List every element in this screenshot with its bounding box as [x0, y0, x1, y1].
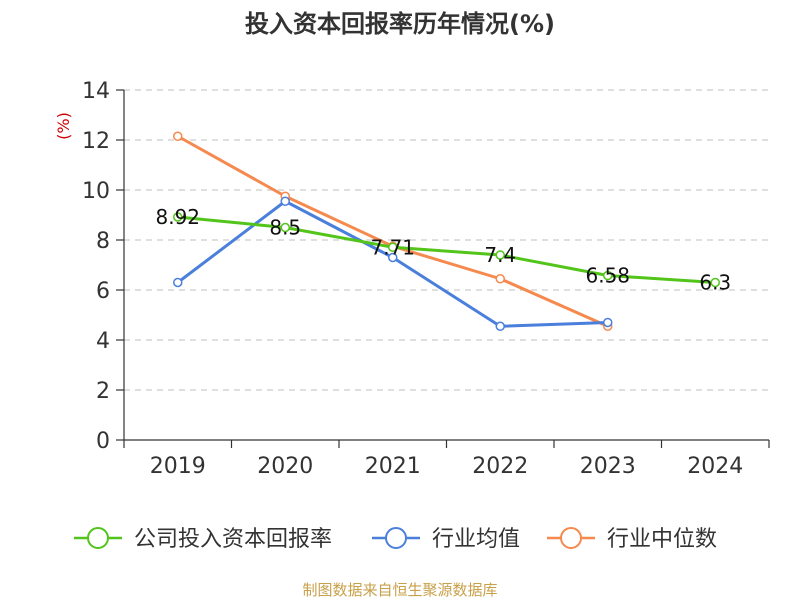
data-point — [495, 321, 505, 331]
legend-marker — [560, 527, 582, 549]
data-point — [173, 277, 183, 288]
y-tick-label: 10 — [82, 179, 110, 204]
y-tick-label: 14 — [82, 79, 110, 104]
data-point — [495, 250, 505, 260]
data-label: 6.58 — [585, 264, 630, 288]
data-point — [173, 131, 183, 141]
x-tick-label: 2023 — [580, 454, 636, 479]
x-tick-label: 2022 — [472, 454, 528, 479]
data-point — [388, 242, 398, 252]
legend-marker — [385, 527, 407, 549]
data-point — [710, 277, 720, 288]
data-point — [603, 270, 613, 281]
axes: 0 2 4 6 8 10 12 14 2019 2020 2021 2022 2023 2024 (%) — [54, 79, 770, 479]
y-tick-label: 0 — [96, 429, 110, 454]
y-tick-label: 4 — [96, 329, 110, 354]
y-tick-label: 12 — [82, 129, 110, 154]
series-lines — [173, 131, 720, 331]
legend-label: 行业均值 — [432, 527, 520, 552]
data-label: 8.5 — [269, 216, 301, 240]
data-point — [388, 252, 398, 263]
y-tick-label: 2 — [96, 379, 110, 404]
data-point — [173, 212, 183, 222]
data-label: 7.71 — [370, 235, 415, 259]
legend-label: 公司投入资本回报率 — [134, 527, 332, 552]
y-tick-label: 6 — [96, 279, 110, 304]
data-label: 7.4 — [484, 243, 516, 267]
x-tick-label: 2024 — [687, 454, 743, 479]
legend-marker — [87, 527, 109, 549]
data-labels: 8.92 8.5 7.71 7.4 6.58 6.3 — [155, 205, 731, 295]
legend-label: 行业中位数 — [607, 527, 717, 552]
x-tick-label: 2020 — [257, 454, 313, 479]
data-point — [280, 196, 290, 206]
data-point — [280, 222, 290, 233]
y-tick-label: 8 — [96, 229, 110, 254]
source-note: 制图数据来自恒生聚源数据库 — [302, 581, 498, 599]
data-label: 8.92 — [155, 205, 200, 229]
legend: 公司投入资本回报率 行业均值 行业中位数 — [74, 527, 717, 552]
data-point — [603, 317, 613, 328]
series-line — [177, 134, 609, 328]
grid-lines — [124, 89, 769, 391]
x-tick-label: 2019 — [150, 454, 206, 479]
y-axis-unit: (%) — [54, 112, 73, 140]
x-tick-label: 2021 — [365, 454, 421, 479]
series-line — [177, 215, 716, 284]
data-label: 6.3 — [699, 271, 731, 295]
chart-title: 投入资本回报率历年情况(%) — [245, 10, 555, 38]
data-point — [495, 274, 505, 284]
